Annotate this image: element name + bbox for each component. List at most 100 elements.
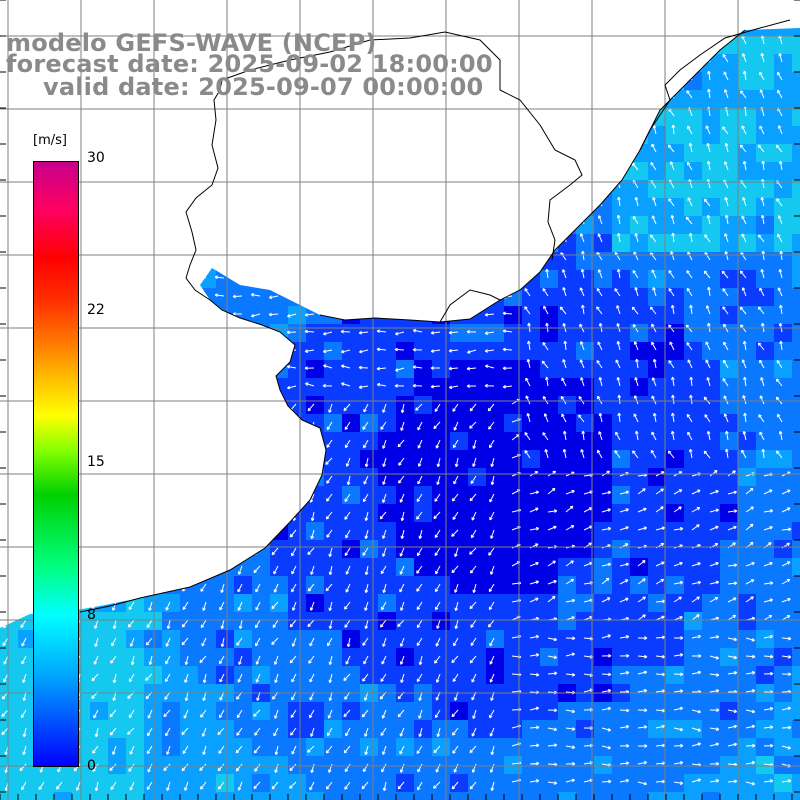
wind-arrow (601, 779, 612, 784)
wind-speed-cell (234, 468, 252, 486)
wind-speed-cell (594, 144, 612, 162)
wind-speed-cell (522, 306, 540, 324)
wind-speed-cell (630, 540, 648, 558)
wind-speed-cell (0, 486, 18, 504)
wind-arrow (343, 745, 351, 754)
wind-speed-cell (252, 234, 270, 252)
wind-speed-cell (738, 126, 756, 144)
wind-arrow (543, 305, 549, 315)
wind-arrow (304, 258, 315, 263)
wind-arrow (781, 706, 792, 711)
wind-arrow (286, 169, 297, 173)
wind-speed-cell (162, 414, 180, 432)
wind-speed-cell (756, 90, 774, 108)
wind-arrow (436, 727, 441, 738)
wind-arrow (742, 395, 747, 405)
wind-speed-cell (756, 720, 774, 738)
wind-arrow (502, 131, 513, 136)
wind-speed-cell (684, 486, 702, 504)
wind-arrow (182, 547, 189, 556)
wind-speed-cell (162, 630, 180, 648)
wind-arrow (634, 430, 639, 441)
wind-arrow (16, 258, 27, 263)
wind-arrow (759, 287, 765, 297)
wind-arrow (20, 403, 27, 412)
wind-arrow (597, 71, 603, 81)
wind-arrow (759, 125, 765, 135)
wind-speed-cell (486, 450, 504, 468)
wind-speed-cell (414, 162, 432, 180)
wind-speed-cell (540, 342, 558, 360)
wind-arrow (53, 6, 62, 9)
wind-arrow (382, 475, 387, 485)
wind-speed-cell (630, 738, 648, 756)
wind-arrow (196, 204, 207, 209)
wind-arrow (237, 565, 243, 575)
wind-speed-cell (414, 792, 432, 800)
wind-speed-cell (162, 756, 180, 774)
wind-speed-cell (756, 504, 774, 522)
wind-arrow (341, 223, 351, 228)
wind-speed-cell (738, 72, 756, 90)
wind-arrow (632, 215, 639, 225)
wind-speed-cell (630, 432, 648, 450)
wind-speed-cell (576, 324, 594, 342)
wind-arrow (722, 126, 729, 135)
wind-speed-cell (648, 90, 666, 108)
wind-arrow (488, 619, 495, 628)
wind-speed-cell (738, 558, 756, 576)
wind-speed-cell (216, 486, 234, 504)
wind-speed-cell (756, 270, 774, 288)
wind-speed-cell (144, 360, 162, 378)
wind-speed-cell (630, 180, 648, 198)
wind-arrow (142, 186, 153, 191)
wind-arrow (650, 162, 657, 171)
wind-speed-cell (558, 54, 576, 72)
wind-speed-cell (792, 126, 800, 144)
wind-arrow (745, 760, 756, 765)
wind-speed-cell (738, 342, 756, 360)
wind-arrow (503, 7, 512, 10)
wind-speed-cell (522, 666, 540, 684)
wind-arrow (527, 17, 530, 26)
wind-arrow (707, 70, 711, 81)
wind-arrow (250, 241, 261, 245)
wind-arrow (16, 312, 27, 317)
wind-arrow (448, 330, 459, 335)
wind-arrow (323, 23, 332, 26)
wind-arrow (253, 745, 261, 754)
wind-speed-cell (270, 612, 288, 630)
wind-arrow (652, 124, 657, 135)
wind-speed-cell (756, 702, 774, 720)
wind-speed-cell (216, 396, 234, 414)
wind-speed-cell (630, 666, 648, 684)
wind-speed-cell (540, 486, 558, 504)
wind-speed-cell (576, 144, 594, 162)
wind-speed-cell (666, 576, 684, 594)
wind-arrow (254, 763, 261, 772)
wind-arrow (565, 636, 576, 641)
wind-arrow (777, 89, 783, 99)
wind-speed-cell (0, 144, 18, 162)
wind-speed-cell (324, 360, 342, 378)
wind-speed-cell (576, 522, 594, 540)
wind-arrow (529, 580, 540, 585)
wind-speed-cell (234, 666, 252, 684)
wind-speed-cell (522, 342, 540, 360)
wind-speed-cell (126, 504, 144, 522)
wind-speed-cell (594, 468, 612, 486)
wind-speed-cell (612, 540, 630, 558)
wind-arrow (21, 781, 27, 791)
wind-arrow (723, 341, 729, 351)
wind-arrow (217, 493, 225, 502)
wind-speed-cell (162, 450, 180, 468)
wind-arrow (164, 673, 171, 683)
wind-arrow (651, 269, 657, 279)
wind-speed-cell (414, 126, 432, 144)
wind-speed-cell (288, 414, 306, 432)
wind-speed-cell (0, 126, 18, 144)
wind-speed-cell (468, 720, 486, 738)
wind-speed-cell (162, 144, 180, 162)
wind-speed-cell (198, 522, 216, 540)
wind-speed-cell (666, 180, 684, 198)
